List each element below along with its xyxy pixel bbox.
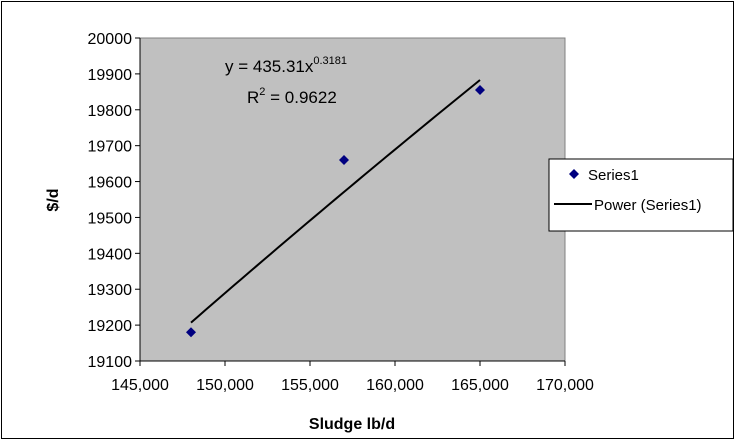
y-tick-label: 19300: [88, 282, 133, 299]
legend: Series1 Power (Series1): [548, 158, 734, 232]
trendline-power: [190, 79, 481, 324]
x-tick-label: 155,000: [281, 377, 339, 394]
trendline-equation: y = 435.31x0.3181: [225, 55, 347, 76]
plot-area: [139, 37, 566, 362]
x-axis-label: Sludge lb/d: [309, 416, 395, 433]
y-tick-label: 19200: [88, 318, 133, 335]
legend-series1-label: Series1: [588, 167, 639, 184]
y-tick-label: 19900: [88, 67, 133, 84]
r-squared-label: R2 = 0.9622: [247, 86, 337, 107]
y-tick-label: 19800: [88, 103, 133, 120]
data-point: [339, 155, 349, 166]
y-tick-label: 19500: [88, 210, 133, 227]
y-axis-ticks: 19100 19200 19300 19400 19500 19600 19700 19800…: [88, 31, 141, 371]
x-tick-label: 160,000: [366, 377, 424, 394]
x-tick-label: 150,000: [196, 377, 254, 394]
data-point: [475, 85, 485, 96]
r2-base: R: [247, 88, 259, 107]
data-point: [186, 327, 196, 338]
y-axis-label: $/d: [45, 188, 62, 211]
y-tick-label: 19100: [88, 354, 133, 371]
equation-exponent: 0.3181: [313, 55, 347, 67]
x-axis-ticks: 145,000 150,000 155,000 160,000 165,000 170,0…: [111, 360, 594, 394]
equation-base: y = 435.31x: [225, 57, 314, 76]
x-tick-label: 170,000: [536, 377, 594, 394]
y-tick-label: 19700: [88, 139, 133, 156]
y-tick-label: 20000: [88, 31, 133, 48]
data-points: [186, 85, 485, 338]
legend-trendline-label: Power (Series1): [594, 197, 702, 214]
legend-series1-marker: [569, 169, 579, 179]
x-tick-label: 145,000: [111, 377, 169, 394]
r2-value: = 0.9622: [265, 88, 336, 107]
x-tick-label: 165,000: [451, 377, 509, 394]
y-tick-label: 19400: [88, 246, 133, 263]
legend-box: [548, 158, 734, 232]
y-tick-label: 19600: [88, 175, 133, 192]
r2-exponent: 2: [259, 86, 265, 98]
